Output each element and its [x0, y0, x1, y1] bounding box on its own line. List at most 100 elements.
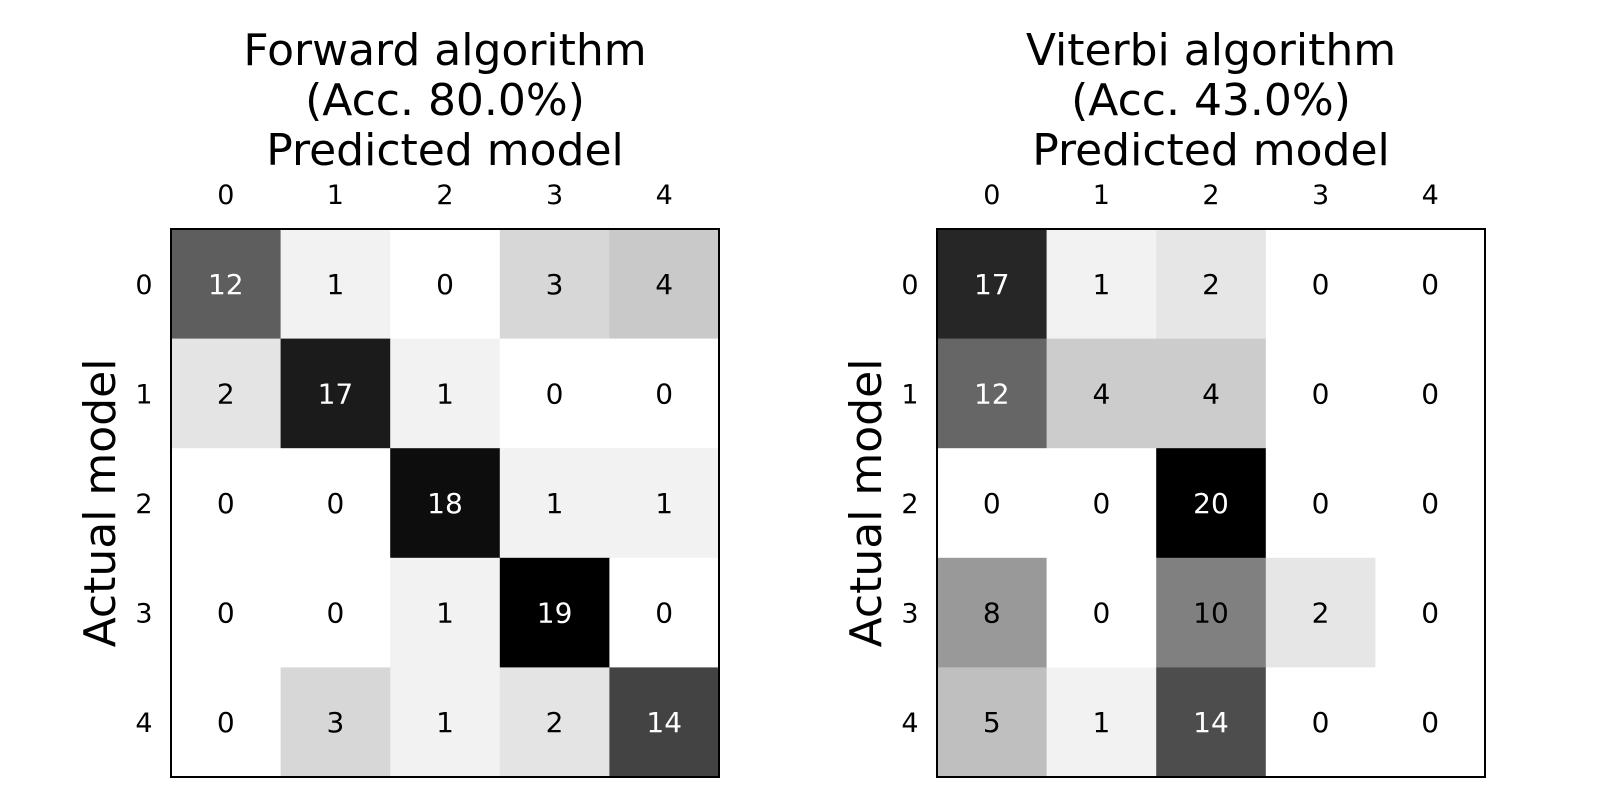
chart-title-line-1: (Acc. 80.0%)	[305, 75, 585, 126]
y-tick-label: 2	[901, 489, 918, 520]
heatmap-cell	[1046, 229, 1157, 340]
cell-value-label: 0	[546, 377, 564, 410]
y-tick-label: 1	[901, 379, 918, 410]
heatmap-cell	[280, 557, 391, 668]
x-tick-label: 0	[217, 180, 234, 211]
cell-value-label: 17	[974, 268, 1010, 301]
heatmap-cell	[280, 229, 391, 340]
cell-value-label: 10	[1193, 597, 1229, 630]
heatmap-cell	[390, 338, 501, 449]
chart-title-line-0: Viterbi algorithm	[1026, 25, 1396, 76]
cell-value-label: 0	[217, 487, 235, 520]
heatmap-cell	[1156, 667, 1267, 778]
heatmap-cell	[1156, 557, 1267, 668]
heatmap-cell	[171, 448, 282, 559]
cell-value-label: 1	[1092, 268, 1110, 301]
heatmap-cell	[280, 338, 391, 449]
x-tick-label: 4	[656, 180, 673, 211]
cell-value-label: 0	[1092, 487, 1110, 520]
cell-value-label: 4	[1202, 377, 1220, 410]
cell-value-label: 1	[326, 268, 344, 301]
cell-value-label: 0	[217, 597, 235, 630]
cell-value-label: 14	[1193, 706, 1229, 739]
plot-frame	[936, 228, 1486, 778]
heatmap-cell	[499, 338, 610, 449]
chart-title-line-2: Predicted model	[266, 125, 624, 176]
x-tick-label: 1	[327, 180, 344, 211]
cell-value-label: 19	[537, 597, 573, 630]
y-tick-label: 3	[901, 599, 918, 630]
cell-value-label: 1	[436, 597, 454, 630]
cell-value-label: 5	[983, 706, 1001, 739]
cell-value-label: 1	[436, 706, 454, 739]
x-tick-label: 4	[1422, 180, 1439, 211]
heatmap-cell	[390, 557, 501, 668]
heatmap-cell	[390, 448, 501, 559]
cell-value-label: 1	[546, 487, 564, 520]
heatmap-cell	[1156, 448, 1267, 559]
cell-value-label: 2	[217, 377, 235, 410]
y-tick-label: 0	[135, 270, 152, 301]
heatmap-cell	[1046, 338, 1157, 449]
cell-value-label: 0	[655, 597, 673, 630]
cell-value-label: 0	[1421, 487, 1439, 520]
y-tick-label: 3	[135, 599, 152, 630]
cell-value-label: 0	[1312, 377, 1330, 410]
heatmap-cell	[1265, 557, 1376, 668]
viterbi-confusion-matrix: Viterbi algorithm(Acc. 43.0%)Predicted m…	[841, 25, 1486, 778]
cell-value-label: 0	[1421, 597, 1439, 630]
cell-value-label: 0	[326, 597, 344, 630]
heatmap-cell	[499, 448, 610, 559]
heatmap-cell	[937, 448, 1048, 559]
cell-value-label: 3	[326, 706, 344, 739]
chart-title-line-2: Predicted model	[1032, 125, 1390, 176]
y-tick-label: 1	[135, 379, 152, 410]
y-axis-label: Actual model	[841, 359, 892, 648]
heatmap-cell	[171, 557, 282, 668]
heatmap-cell	[1375, 667, 1486, 778]
cell-value-label: 0	[1421, 377, 1439, 410]
y-axis-label: Actual model	[75, 359, 126, 648]
heatmap-cell	[1265, 229, 1376, 340]
cell-value-label: 8	[983, 597, 1001, 630]
cell-value-label: 0	[1421, 268, 1439, 301]
cell-value-label: 18	[427, 487, 463, 520]
cell-value-label: 12	[208, 268, 244, 301]
forward-confusion-matrix: Forward algorithm(Acc. 80.0%)Predicted m…	[75, 25, 720, 778]
heatmap-cell	[1375, 229, 1486, 340]
heatmap-cell	[1156, 338, 1267, 449]
x-tick-label: 3	[1312, 180, 1329, 211]
heatmap-cell	[1375, 557, 1486, 668]
cell-value-label: 12	[974, 377, 1010, 410]
heatmap-cell	[1046, 557, 1157, 668]
cell-value-label: 0	[326, 487, 344, 520]
cell-value-label: 0	[217, 706, 235, 739]
y-tick-label: 2	[135, 489, 152, 520]
heatmap-cell	[609, 667, 720, 778]
cell-value-label: 2	[546, 706, 564, 739]
heatmap-cell	[280, 667, 391, 778]
cell-value-label: 0	[1092, 597, 1110, 630]
heatmap-cell	[609, 557, 720, 668]
chart-title-line-1: (Acc. 43.0%)	[1071, 75, 1351, 126]
y-tick-label: 4	[135, 708, 152, 739]
heatmap-cell	[1375, 448, 1486, 559]
x-tick-label: 1	[1093, 180, 1110, 211]
heatmap-cell	[499, 229, 610, 340]
cell-value-label: 4	[655, 268, 673, 301]
heatmap-cell	[937, 667, 1048, 778]
cell-value-label: 2	[1312, 597, 1330, 630]
heatmap-cell	[171, 338, 282, 449]
cell-value-label: 14	[646, 706, 682, 739]
heatmap-cell	[499, 557, 610, 668]
x-tick-label: 2	[1202, 180, 1219, 211]
heatmap-cell	[499, 667, 610, 778]
y-tick-label: 4	[901, 708, 918, 739]
heatmap-cell	[1046, 448, 1157, 559]
heatmap-cell	[937, 338, 1048, 449]
cell-value-label: 1	[1092, 706, 1110, 739]
chart-title-line-0: Forward algorithm	[243, 25, 646, 76]
heatmap-cell	[280, 448, 391, 559]
cell-value-label: 0	[983, 487, 1001, 520]
